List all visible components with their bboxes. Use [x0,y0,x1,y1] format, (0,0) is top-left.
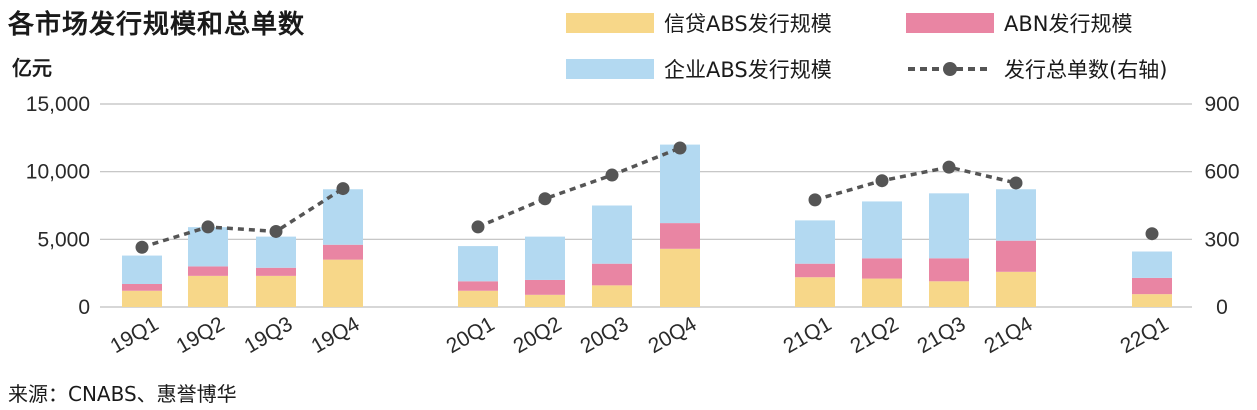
x-tick-label: 20Q2 [510,312,566,358]
total-count-point [808,193,822,207]
legend-swatch-total-count [908,62,992,76]
x-tick-label: 22Q1 [1117,312,1173,358]
bar-corporate-abs [592,205,632,264]
legend-label-total-count: 发行总单数(右轴) [1004,58,1168,82]
total-count-point [875,174,889,188]
bar-credit-abs [122,290,162,307]
x-tick-label: 19Q2 [173,312,229,358]
bar-credit-abs [256,275,296,307]
bar-abn [929,258,969,282]
legend-total-count: 发行总单数(右轴) [906,54,1167,84]
bar-corporate-abs [929,193,969,259]
total-count-point [471,220,485,234]
y-tick-label: 0 [78,296,90,319]
x-tick-label: 20Q3 [577,312,633,358]
bar-corporate-abs [122,255,162,284]
bar-corporate-abs [256,236,296,268]
bar-corporate-abs [660,144,700,224]
bar-credit-abs [929,281,969,307]
total-count-point [942,160,956,174]
chart-title: 各市场发行规模和总单数 [8,10,306,40]
bar-abn [188,266,228,276]
x-tick-label: 19Q1 [107,312,163,358]
y-tick-label: 15,000 [26,93,90,116]
total-count-point [605,168,619,182]
source-note: 来源：CNABS、惠誉博华 [8,382,237,406]
bar-abn [122,283,162,291]
legend-label-credit-abs: 信贷ABS发行规模 [664,12,832,36]
bar-credit-abs [862,278,902,307]
bar-credit-abs [592,285,632,307]
legend-corporate-abs: 企业ABS发行规模 [566,54,832,84]
legend-abn: ABN发行规模 [906,8,1132,38]
total-count-point [673,141,687,155]
total-count-line [477,146,681,229]
bar-corporate-abs [458,246,498,282]
y2-tick-label: 600 [1204,161,1239,184]
bar-abn [323,244,363,260]
total-count-point [336,182,350,196]
bar-credit-abs [1132,294,1172,307]
bar-abn [660,223,700,249]
y-tick-label: 10,000 [26,161,90,184]
bar-credit-abs [458,290,498,307]
bar-credit-abs [996,271,1036,307]
total-count-line [814,165,1017,202]
x-tick-label: 20Q1 [443,312,499,358]
total-count-point [201,220,215,234]
legend-label-corporate-abs: 企业ABS发行规模 [664,58,832,82]
bar-corporate-abs [188,227,228,267]
x-tick-label: 19Q3 [241,312,297,358]
left-axis-unit: 亿元 [12,56,52,80]
bar-corporate-abs [862,201,902,259]
y2-tick-label: 300 [1204,228,1239,251]
y2-tick-label: 0 [1216,296,1228,319]
legend-label-abn: ABN发行规模 [1004,12,1133,36]
x-tick-label: 20Q4 [645,312,701,358]
bar-abn [795,263,835,278]
total-count-point [135,240,149,254]
y-tick-label: 5,000 [37,228,90,251]
bar-credit-abs [525,294,565,307]
bar-corporate-abs [996,189,1036,241]
total-count-point [538,192,552,206]
total-count-line [141,187,344,249]
bar-abn [525,279,565,295]
total-count-point [269,224,283,238]
bar-abn [996,240,1036,272]
legend-swatch-credit-abs [566,13,654,33]
x-tick-label: 19Q4 [308,312,364,358]
bar-corporate-abs [525,236,565,280]
legend-swatch-corporate-abs [566,59,654,79]
total-count-point [1009,176,1023,190]
bar-abn [592,263,632,286]
bar-credit-abs [795,277,835,307]
bar-credit-abs [323,259,363,307]
bar-abn [862,258,902,279]
x-tick-label: 21Q2 [847,312,903,358]
total-count-point [1145,227,1159,241]
x-tick-label: 21Q1 [780,312,836,358]
x-tick-label: 21Q3 [914,312,970,358]
bar-abn [458,281,498,291]
legend-swatch-abn [906,13,994,33]
y2-tick-label: 900 [1204,93,1239,116]
bar-corporate-abs [1132,251,1172,278]
bar-abn [1132,277,1172,295]
bar-credit-abs [660,248,700,307]
legend-credit-abs: 信贷ABS发行规模 [566,8,832,38]
bar-credit-abs [188,275,228,307]
bar-corporate-abs [795,220,835,264]
bar-abn [256,267,296,276]
x-tick-label: 21Q4 [981,312,1037,358]
